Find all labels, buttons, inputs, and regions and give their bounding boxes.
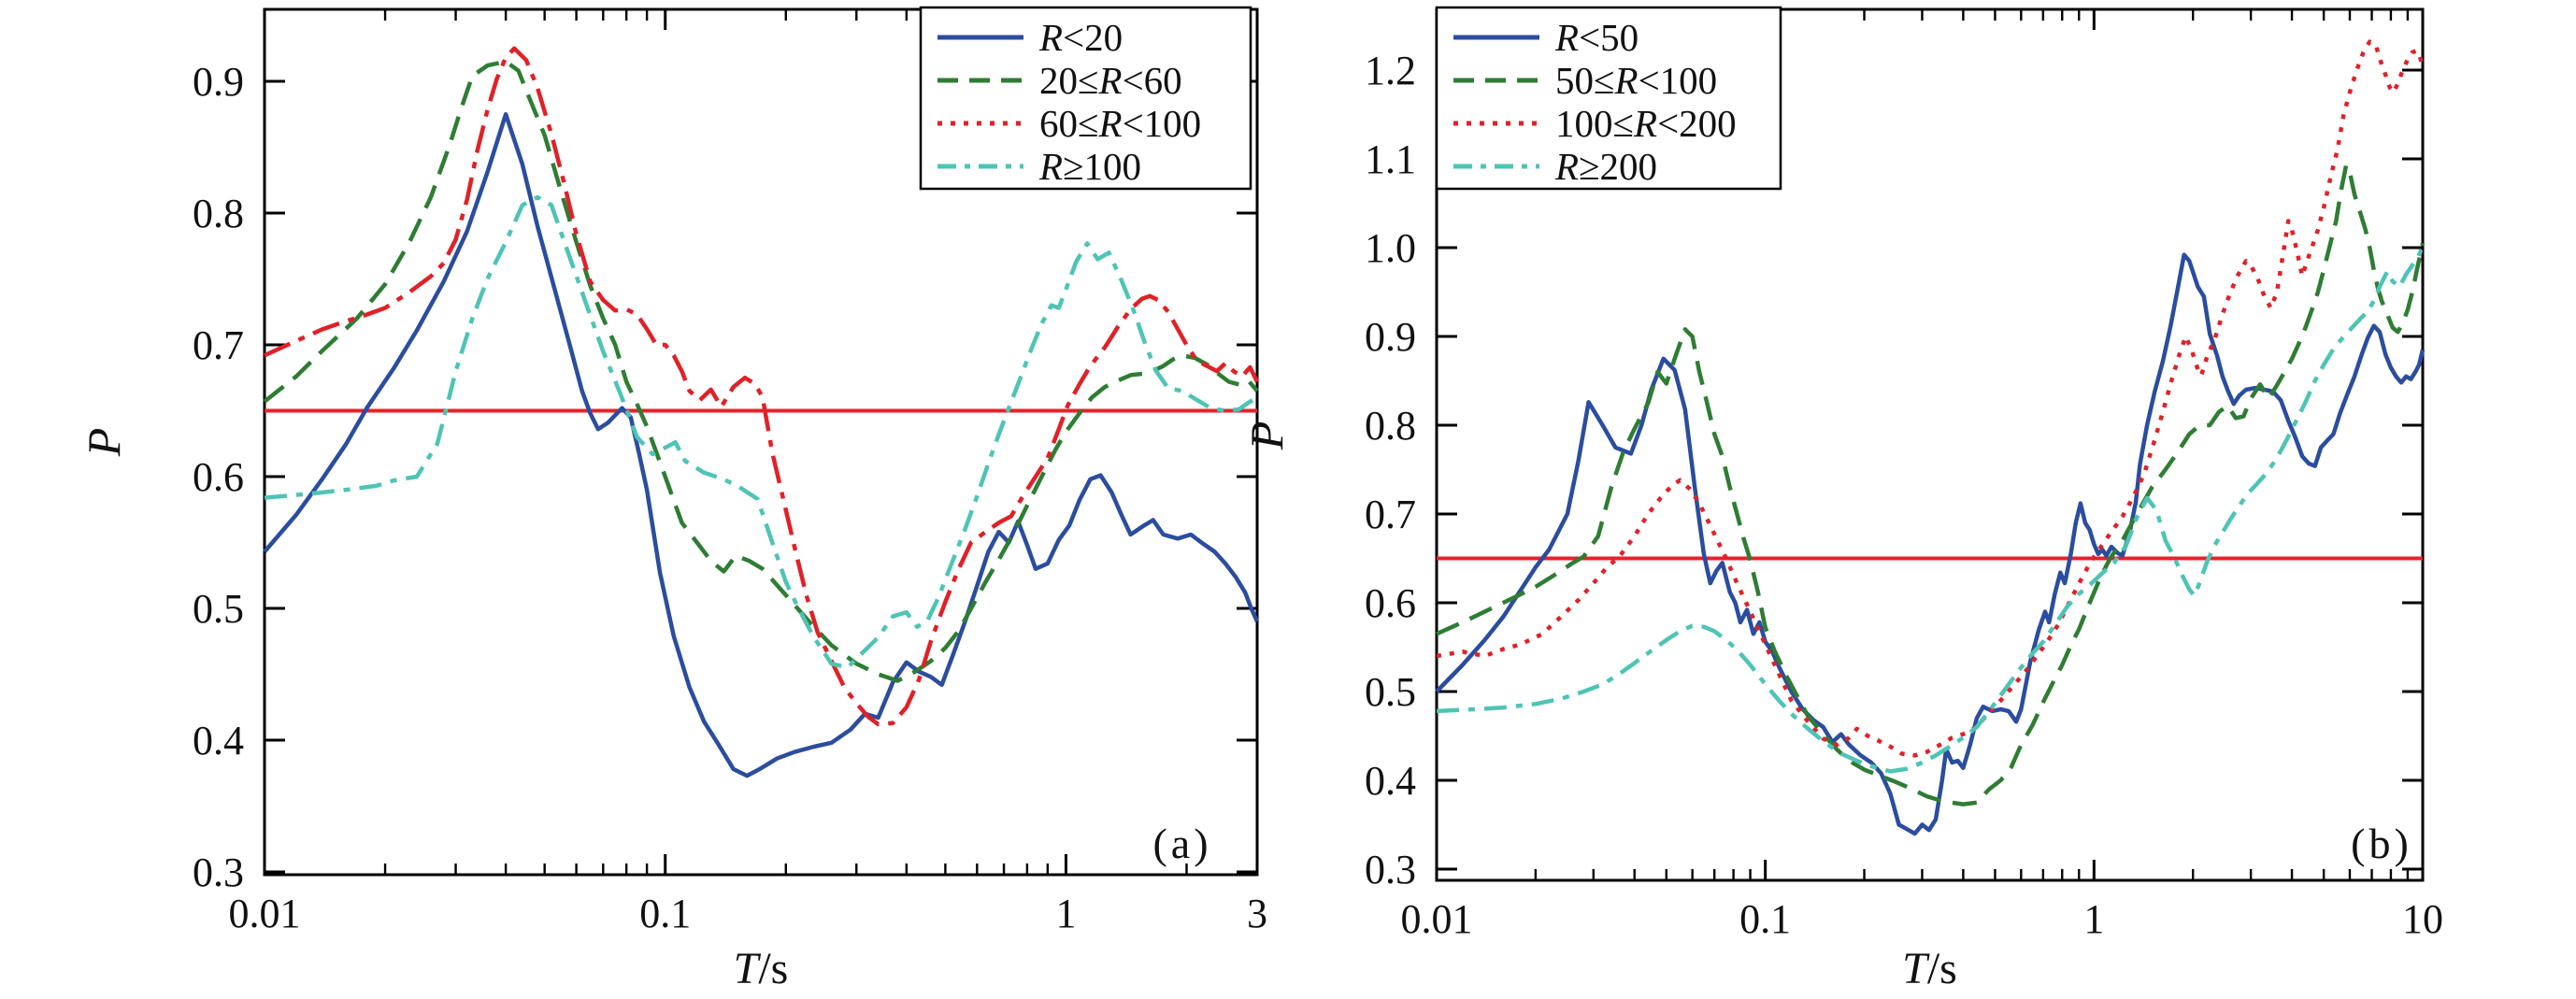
y-tick-label: 1.2 [1365,48,1416,93]
panel-b: 0.01 0.1 1 10 0.3 0.4 0.5 0.6 0.7 0.8 0.9 1.0 1.1 1.2… [1240,6,2443,993]
y-tick-label: 0.7 [193,322,244,368]
x-axis-label-b: T/s [1902,944,1957,993]
y-tick-label: 0.8 [193,191,244,236]
y-tick-label: 0.7 [1365,492,1416,537]
legend-entry-label: R<20 [1038,16,1123,59]
panel-label-b: (b) [2351,820,2412,867]
legend-entry-label: 20≤R<60 [1039,59,1182,102]
y-tick-label: 0.9 [193,59,244,105]
legend-entry-label: 60≤R<100 [1039,102,1201,145]
y-tick-label: 0.5 [1365,669,1416,715]
legend-entry-label: R≥200 [1554,145,1657,188]
x-axis-label-a: T/s [734,944,789,993]
legend-entry-label: R≥100 [1038,145,1141,188]
y-tick-label: 0.5 [193,586,244,632]
x-tick-label: 1 [1055,891,1076,936]
series-b-2 [1436,39,2426,758]
y-tick-label: 0.6 [193,454,244,500]
y-axis-label-b: P [1240,421,1293,451]
plot-box-b [1435,7,2425,882]
x-tick-label: 10 [2402,896,2443,942]
panel-a: 0.01 0.1 1 3 0.3 0.4 0.5 0.6 0.7 0.8 0.9 R<2020≤R<6… [78,6,1267,993]
y-tick-label: 0.8 [1365,403,1416,449]
y-tick-label: 1.1 [1365,136,1416,182]
plot-box-a [263,7,1259,877]
series-a-3 [264,194,1259,670]
y-tick-label: 0.4 [1365,758,1416,804]
x-tick-label: 0.01 [1401,896,1473,942]
y-tick-label: 0.3 [193,849,244,895]
panel-label-a: (a) [1152,820,1211,867]
x-tick-label: 1 [2083,896,2104,942]
y-tick-label: 0.6 [1365,580,1416,626]
series-b-0 [1435,252,2426,836]
x-tick-label: 0.1 [1739,896,1791,942]
series-a-0 [263,112,1260,778]
series-b-3 [1436,245,2426,774]
legend-entry-label: 50≤R<100 [1555,59,1717,102]
legend-entry-label: R<50 [1554,16,1639,59]
ticks-a [263,9,1259,875]
series-a-2 [264,46,1260,727]
legend-entry-label: 100≤R<200 [1555,102,1737,145]
x-tick-label: 3 [1247,891,1267,936]
y-tick-label: 0.4 [193,718,244,764]
x-tick-label: 0.1 [639,891,691,936]
y-axis-label-a: P [78,428,130,458]
y-tick-label: 0.3 [1365,847,1416,892]
y-tick-label: 1.0 [1365,225,1416,271]
series-b-1 [1436,163,2426,806]
x-tick-label: 0.01 [229,891,301,936]
y-tick-label: 0.9 [1365,314,1416,360]
